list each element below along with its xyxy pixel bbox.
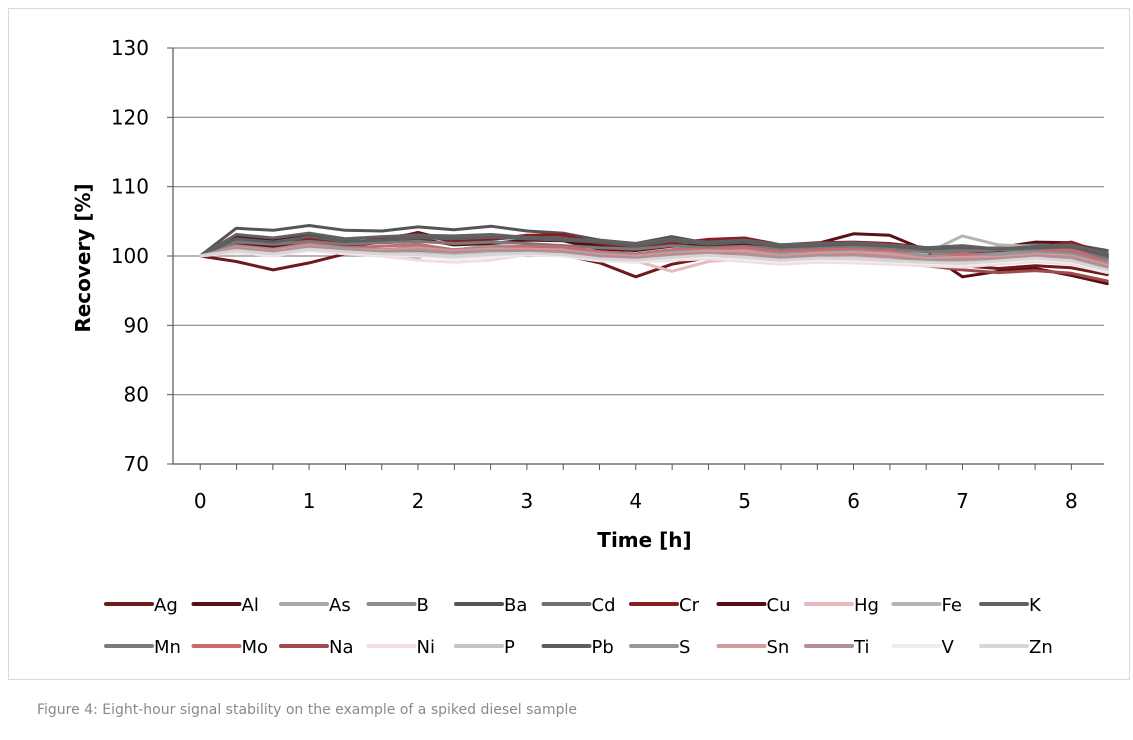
legend-label-fe: Fe bbox=[942, 595, 962, 616]
x-tick-label-8: 8 bbox=[1065, 489, 1078, 513]
x-tick-label-3: 3 bbox=[521, 489, 534, 513]
figure-caption: Figure 4: Eight-hour signal stability on… bbox=[37, 702, 577, 718]
legend-label-k: K bbox=[1029, 595, 1042, 616]
legend-label-mo: Mo bbox=[242, 637, 269, 658]
recovery-line-chart: 70 80 90 100 110 120 130 0 1 2 3 4 5 6 7 8 Time [h] Rec… bbox=[71, 36, 1109, 658]
axes bbox=[167, 47, 1104, 470]
legend-label-p: P bbox=[504, 637, 515, 658]
series-line-ti bbox=[198, 245, 1109, 269]
legend-label-al: Al bbox=[242, 595, 259, 616]
y-tick-label-80: 80 bbox=[124, 383, 149, 407]
y-tick-label-90: 90 bbox=[124, 313, 149, 337]
x-tick-label-0: 0 bbox=[194, 489, 207, 513]
legend-label-hg: Hg bbox=[854, 595, 879, 616]
legend-label-na: Na bbox=[329, 637, 354, 658]
legend-label-b: B bbox=[417, 595, 429, 616]
y-tick-label-70: 70 bbox=[124, 452, 149, 476]
series-line-zn bbox=[198, 247, 1109, 272]
legend-label-v: V bbox=[942, 637, 955, 658]
legend-label-cd: Cd bbox=[592, 595, 616, 616]
legend-label-mn: Mn bbox=[154, 637, 181, 658]
x-tick-label-5: 5 bbox=[738, 489, 751, 513]
x-tick-label-6: 6 bbox=[847, 489, 860, 513]
legend-label-pb: Pb bbox=[592, 637, 614, 658]
legend-label-ag: Ag bbox=[154, 595, 178, 616]
x-axis-title: Time [h] bbox=[597, 528, 691, 552]
x-tick-label-4: 4 bbox=[629, 489, 642, 513]
legend-label-s: S bbox=[679, 637, 690, 658]
y-tick-label-120: 120 bbox=[111, 105, 149, 129]
legend-label-ti: Ti bbox=[853, 637, 869, 658]
legend-label-sn: Sn bbox=[767, 637, 790, 658]
x-tick-label-1: 1 bbox=[303, 489, 316, 513]
legend-label-cr: Cr bbox=[679, 595, 700, 616]
chart-area bbox=[8, 8, 1130, 680]
y-axis-title: Recovery [%] bbox=[71, 183, 95, 332]
legend-label-cu: Cu bbox=[767, 595, 791, 616]
y-tick-label-110: 110 bbox=[111, 175, 149, 199]
legend-label-zn: Zn bbox=[1029, 637, 1053, 658]
gridlines bbox=[173, 47, 1104, 396]
x-tick-label-7: 7 bbox=[956, 489, 969, 513]
series-lines bbox=[198, 224, 1109, 286]
legend-label-ni: Ni bbox=[417, 637, 435, 658]
legend-label-ba: Ba bbox=[504, 595, 527, 616]
y-tick-label-130: 130 bbox=[111, 36, 149, 60]
series-line-pb bbox=[198, 235, 1109, 258]
tick-labels: 70 80 90 100 110 120 130 0 1 2 3 4 5 6 7 8 bbox=[111, 36, 1078, 513]
legend-label-as: As bbox=[329, 595, 351, 616]
x-tick-label-2: 2 bbox=[412, 489, 425, 513]
y-tick-label-100: 100 bbox=[111, 244, 149, 268]
legend: Ag Al As B Ba Cd Cr Cu Hg Fe K Mn Mo Na Ni P Pb S Sn Ti V Zn bbox=[104, 595, 1053, 658]
series-line-mn bbox=[198, 239, 1109, 261]
